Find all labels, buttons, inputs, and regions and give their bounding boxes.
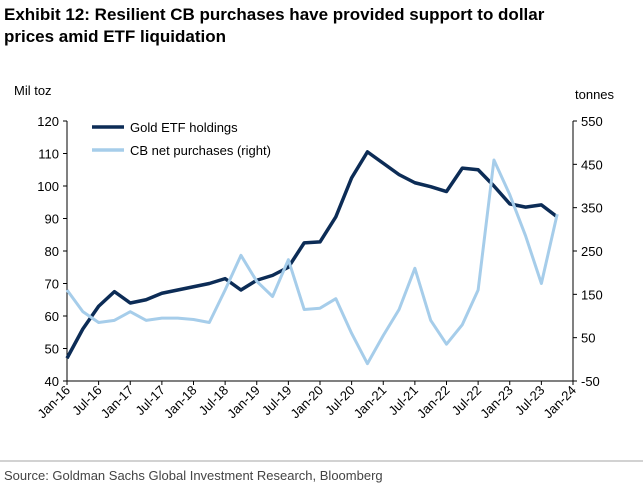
y-tick-label: 70 [45, 277, 59, 292]
y-tick-label: 60 [45, 309, 59, 324]
y2-tick-label: 150 [581, 287, 603, 302]
legend-label: Gold ETF holdings [130, 120, 238, 135]
y-tick-label: 80 [45, 244, 59, 259]
y2-tick-label: 350 [581, 201, 603, 216]
legend-label: CB net purchases (right) [130, 143, 271, 158]
series-line [65, 150, 559, 360]
x-tick-label: Jan-22 [414, 383, 453, 422]
y-tick-label: 90 [45, 212, 59, 227]
series-line [65, 158, 559, 366]
x-tick-label: Jan-18 [161, 383, 200, 422]
source: Source: Goldman Sachs Global Investment … [4, 468, 383, 483]
y2-tick-label: 450 [581, 157, 603, 172]
y2-tick-label: 50 [581, 331, 595, 346]
y-tick-label: 50 [45, 342, 59, 357]
y-axis-label: Mil toz [14, 83, 52, 98]
y-tick-label: 100 [37, 179, 59, 194]
y2-tick-label: 250 [581, 244, 603, 259]
y-tick-label: 40 [45, 374, 59, 389]
y2-tick-label: -50 [581, 374, 600, 389]
x-tick-label: Jan-17 [98, 383, 137, 422]
x-tick-label: Jan-20 [287, 383, 326, 422]
chart-title: Exhibit 12: Resilient CB purchases have … [4, 5, 545, 46]
y-tick-label: 110 [38, 147, 59, 162]
x-tick-label: Jan-19 [224, 383, 263, 422]
x-tick-label: Jan-21 [351, 383, 390, 422]
y2-axis-label: tonnes [575, 87, 615, 102]
y-tick-label: 120 [37, 114, 59, 129]
x-tick-label: Jan-23 [477, 383, 516, 422]
x-tick-label: Jan-24 [540, 383, 579, 422]
y2-tick-label: 550 [581, 114, 603, 129]
